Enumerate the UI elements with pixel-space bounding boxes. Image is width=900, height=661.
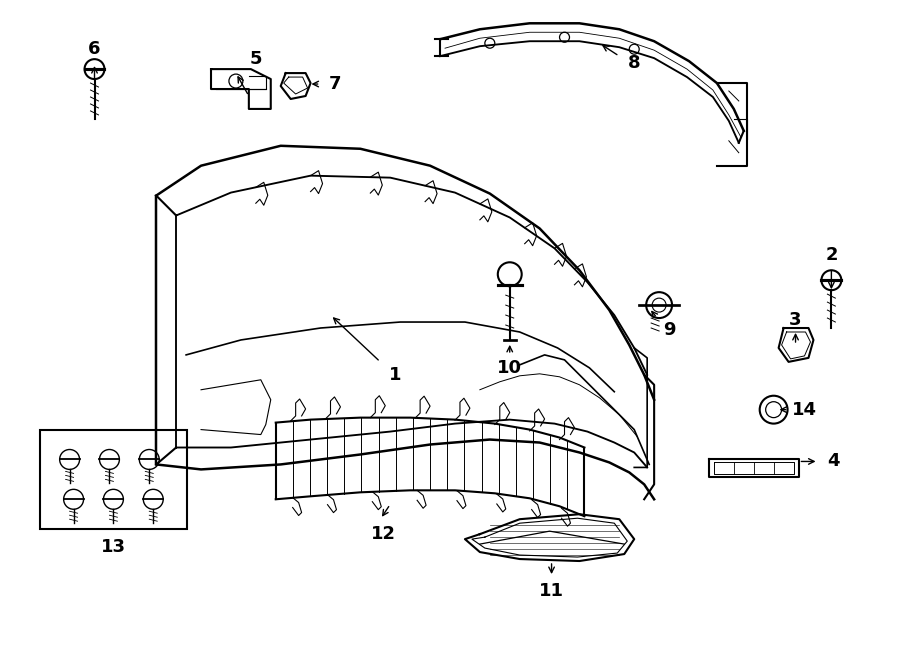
Text: 13: 13 xyxy=(101,538,126,556)
Text: 9: 9 xyxy=(662,321,675,339)
Text: 7: 7 xyxy=(329,75,342,93)
Text: 1: 1 xyxy=(389,366,401,384)
FancyBboxPatch shape xyxy=(40,430,187,529)
Text: 11: 11 xyxy=(539,582,564,600)
Text: 5: 5 xyxy=(249,50,262,68)
Text: 8: 8 xyxy=(628,54,641,72)
Text: 3: 3 xyxy=(789,311,802,329)
Text: 2: 2 xyxy=(825,247,838,264)
Text: 6: 6 xyxy=(88,40,101,58)
Text: 10: 10 xyxy=(497,359,522,377)
Text: 14: 14 xyxy=(792,401,817,418)
Text: 4: 4 xyxy=(827,452,840,471)
Text: 12: 12 xyxy=(371,525,396,543)
